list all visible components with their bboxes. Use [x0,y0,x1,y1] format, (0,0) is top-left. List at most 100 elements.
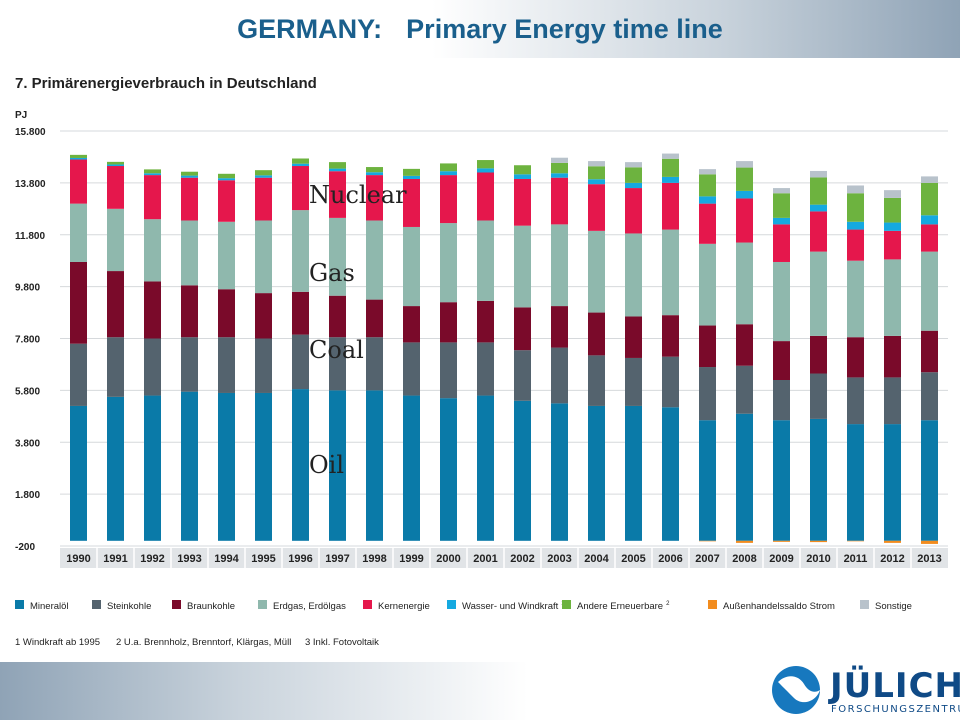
chart-title: 7. Primärenergieverbrauch in Deutschland [15,75,317,92]
legend-item: Außenhandelssaldo Strom [708,600,835,612]
bar-segment [810,211,827,252]
bar-segment [736,540,753,543]
bar-segment [107,337,124,397]
bar-segment [921,224,938,252]
juelich-logo-mark [772,666,820,714]
legend-item: Mineralöl [15,600,69,612]
bar-segment [329,337,346,391]
bar-segment [662,158,679,177]
bar-segment [662,182,679,230]
y-tick-label: 15.800 [15,127,46,138]
y-axis: -200 1.800 3.800 5.800 7.800 9.800 11.800 13.80… [15,127,46,553]
bar-segment [181,337,198,392]
bar-segment [551,173,568,178]
x-tick-label: 2001 [473,553,497,565]
bar-segment [218,178,235,181]
bar-segment [921,215,938,225]
x-tick-label: 2009 [769,553,793,565]
legend-label: Erdgas, Erdölgas [273,601,346,612]
bar-segment [477,395,494,541]
bar-segment [773,217,790,225]
bar-segment [884,190,901,198]
bar-segment [440,175,457,224]
bar-segment [440,223,457,303]
y-tick-label: -200 [15,542,35,553]
logo-subtitle: FORSCHUNGSZENTRUM [831,704,960,715]
x-tick-label: 2003 [547,553,571,565]
bar-segment [810,335,827,374]
bar-segment [403,306,420,343]
legend-item: Braunkohle [172,600,235,612]
bar-segment [847,337,864,378]
legend-item: Andere Erneuerbare 2 [562,600,670,612]
x-tick-label: 1993 [177,553,201,565]
bar-segment [847,540,864,542]
bar-segment [884,335,901,378]
bar-segment [699,196,716,204]
bar-segment [440,163,457,172]
bar-segment [699,540,716,542]
bar-segment [477,172,494,221]
legend-item: Wasser- und Windkraft1 3 [447,600,570,612]
bar-segment [514,225,531,308]
bar-segment [699,169,716,175]
bar-segment [551,347,568,404]
energy-chart: 7. Primärenergieverbrauch in Deutschland… [0,58,960,662]
x-tick-label: 2010 [806,553,830,565]
bar-segment [773,420,790,541]
bar-segment [662,315,679,357]
bar-segment [773,193,790,218]
legend-superscript: 2 [666,601,670,607]
bar-segment [181,285,198,338]
bar-segment [773,188,790,194]
x-tick-label: 1995 [251,553,275,565]
bar-segment [810,177,827,205]
bar-segment [662,229,679,316]
bar-segment [107,164,124,167]
slide-title: GERMANY: Primary Energy time line [0,14,960,45]
bar-segment [625,233,642,317]
bar-segment [847,424,864,541]
bar-segment [70,203,87,262]
bar-segment [773,380,790,421]
bar-segment [699,243,716,326]
bar-segment [625,316,642,358]
bar-segment [884,540,901,543]
y-tick-label: 1.800 [15,490,40,501]
x-tick-label: 2005 [621,553,645,565]
bar-segment [181,171,198,176]
annotation-oil: Oil [309,451,345,479]
bar-segment [625,182,642,189]
bar-segment [884,424,901,541]
bar-segment [736,242,753,325]
bar-segment [70,157,87,160]
y-tick-label: 11.800 [15,231,45,242]
legend-swatch [172,600,181,609]
bar-segment [514,178,531,226]
x-tick-label: 1990 [66,553,90,565]
bar-segment [921,372,938,421]
legend-swatch [860,600,869,609]
bar-segment [403,175,420,179]
bar-segment [255,220,272,294]
bar-segment [144,281,161,339]
legend-label: Wasser- und Windkraft1 3 [462,601,570,612]
bar-segment [736,198,753,243]
legend-label: Andere Erneuerbare 2 [577,601,670,612]
legend-swatch [15,600,24,609]
bar-segment [292,158,309,164]
bar-segment [625,357,642,406]
bar-segment [329,390,346,541]
bar-segment [736,167,753,191]
bar-segment [403,226,420,307]
bar-segment [440,342,457,399]
bar-segment [921,251,938,331]
bar-segment [477,342,494,396]
bar-segment [366,175,383,221]
bar-segment [736,365,753,414]
bar-segment [477,300,494,343]
bar-segment [773,540,790,542]
bar-segment [440,171,457,176]
bar-segment [477,220,494,301]
bar-segment [107,271,124,338]
